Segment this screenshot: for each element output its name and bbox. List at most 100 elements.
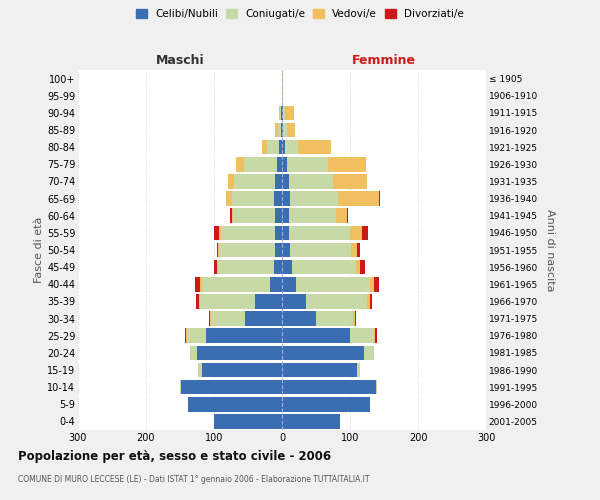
Bar bbox=[289, 226, 350, 240]
Bar bbox=[214, 226, 220, 240]
Bar bbox=[282, 260, 292, 274]
Bar bbox=[214, 414, 282, 428]
Y-axis label: Anni di nascita: Anni di nascita bbox=[545, 209, 554, 291]
Bar bbox=[287, 157, 328, 172]
Bar bbox=[282, 362, 357, 378]
Bar bbox=[374, 328, 375, 343]
Bar bbox=[316, 312, 353, 326]
Bar bbox=[287, 122, 295, 138]
Bar bbox=[281, 122, 282, 138]
Bar bbox=[357, 362, 360, 378]
Bar bbox=[227, 174, 235, 188]
Bar bbox=[282, 226, 289, 240]
Bar bbox=[267, 140, 279, 154]
Bar bbox=[236, 157, 244, 172]
Bar bbox=[352, 242, 357, 258]
Bar bbox=[328, 157, 365, 172]
Bar bbox=[262, 140, 267, 154]
Bar bbox=[296, 277, 370, 291]
Bar bbox=[282, 380, 376, 394]
Bar bbox=[289, 208, 337, 223]
Bar bbox=[214, 260, 217, 274]
Bar bbox=[289, 174, 333, 188]
Bar bbox=[188, 397, 282, 411]
Bar bbox=[195, 277, 200, 291]
Bar bbox=[202, 362, 282, 378]
Bar bbox=[233, 208, 275, 223]
Bar bbox=[180, 380, 181, 394]
Bar bbox=[281, 106, 282, 120]
Bar bbox=[196, 294, 199, 308]
Bar bbox=[290, 192, 338, 206]
Bar bbox=[290, 242, 352, 258]
Bar bbox=[275, 122, 278, 138]
Bar bbox=[232, 208, 233, 223]
Bar bbox=[282, 242, 290, 258]
Bar bbox=[283, 106, 286, 120]
Bar bbox=[282, 277, 296, 291]
Bar bbox=[362, 226, 368, 240]
Bar bbox=[187, 328, 206, 343]
Bar bbox=[211, 312, 245, 326]
Bar bbox=[282, 208, 289, 223]
Bar bbox=[370, 294, 373, 308]
Bar bbox=[350, 226, 362, 240]
Bar bbox=[270, 277, 282, 291]
Bar bbox=[356, 260, 359, 274]
Text: Maschi: Maschi bbox=[155, 54, 205, 66]
Bar bbox=[333, 174, 367, 188]
Bar bbox=[283, 122, 287, 138]
Bar bbox=[220, 226, 221, 240]
Bar bbox=[282, 312, 316, 326]
Bar bbox=[282, 346, 364, 360]
Bar bbox=[217, 242, 218, 258]
Bar bbox=[367, 294, 370, 308]
Bar bbox=[374, 277, 379, 291]
Legend: Celibi/Nubili, Coniugati/e, Vedovi/e, Divorziati/e: Celibi/Nubili, Coniugati/e, Vedovi/e, Di… bbox=[132, 5, 468, 24]
Bar bbox=[186, 328, 187, 343]
Bar bbox=[306, 294, 367, 308]
Bar bbox=[197, 346, 282, 360]
Bar bbox=[278, 122, 281, 138]
Bar bbox=[199, 362, 202, 378]
Bar bbox=[282, 122, 283, 138]
Bar bbox=[282, 88, 283, 103]
Bar bbox=[350, 328, 374, 343]
Bar bbox=[199, 294, 200, 308]
Bar bbox=[282, 140, 285, 154]
Bar bbox=[355, 312, 356, 326]
Bar bbox=[359, 260, 365, 274]
Bar bbox=[220, 242, 275, 258]
Bar bbox=[286, 106, 293, 120]
Bar bbox=[245, 312, 282, 326]
Bar bbox=[206, 328, 282, 343]
Bar bbox=[209, 312, 210, 326]
Bar bbox=[200, 277, 202, 291]
Bar bbox=[226, 192, 232, 206]
Bar bbox=[275, 242, 282, 258]
Bar bbox=[235, 174, 275, 188]
Bar bbox=[217, 260, 218, 274]
Bar bbox=[221, 226, 275, 240]
Bar bbox=[282, 294, 306, 308]
Text: Femmine: Femmine bbox=[352, 54, 416, 66]
Bar bbox=[282, 414, 340, 428]
Bar bbox=[230, 208, 232, 223]
Bar bbox=[275, 208, 282, 223]
Bar bbox=[181, 380, 282, 394]
Bar bbox=[282, 397, 370, 411]
Bar bbox=[278, 106, 280, 120]
Bar bbox=[337, 208, 347, 223]
Bar bbox=[210, 312, 211, 326]
Bar bbox=[282, 106, 283, 120]
Bar bbox=[190, 346, 197, 360]
Bar bbox=[218, 260, 274, 274]
Bar bbox=[364, 346, 374, 360]
Text: COMUNE DI MURO LECCESE (LE) - Dati ISTAT 1° gennaio 2006 - Elaborazione TUTTAITA: COMUNE DI MURO LECCESE (LE) - Dati ISTAT… bbox=[18, 475, 370, 484]
Bar bbox=[282, 174, 289, 188]
Bar bbox=[274, 260, 282, 274]
Bar bbox=[275, 226, 282, 240]
Bar bbox=[292, 260, 356, 274]
Bar bbox=[282, 192, 290, 206]
Bar bbox=[375, 328, 377, 343]
